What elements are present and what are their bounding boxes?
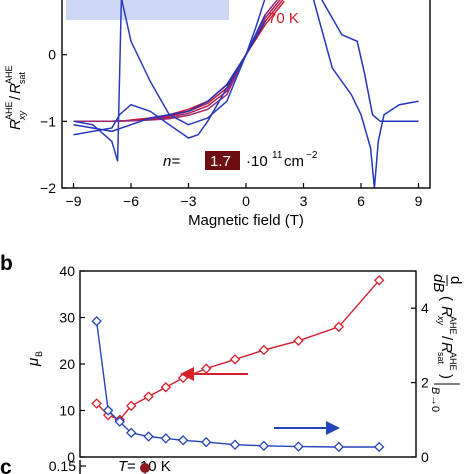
legend-band: [66, 0, 229, 20]
marker-b-1-11: [333, 441, 345, 453]
y-axis-label-left-b: μ B: [25, 351, 44, 367]
marker-b-0-5: [160, 382, 172, 393]
svg-text:B: B: [429, 387, 441, 394]
svg-text:dB: dB: [430, 274, 447, 292]
svg-text:→0: →0: [429, 395, 441, 412]
ytick-label-c: 0.15: [49, 458, 76, 474]
ytick-label-a-1: −1: [40, 113, 56, 129]
ylabel-mu-sub: B: [34, 351, 44, 357]
svg-text:R: R: [438, 342, 455, 353]
series-line-a-5: [73, 14, 266, 139]
marker-b-0-9: [258, 344, 270, 356]
ylabel-den: R: [7, 83, 24, 94]
density-box: [205, 151, 240, 170]
annotation-70k: 70 K: [268, 10, 299, 27]
density-value: 1.7: [210, 153, 231, 170]
marker-b-0-11: [333, 321, 345, 333]
svg-text:(: (: [438, 296, 455, 301]
marker-b-0-0: [91, 398, 102, 409]
annotation-t: T: [118, 458, 129, 474]
arrow-left-red: [180, 367, 248, 381]
marker-b-1-8: [229, 439, 241, 450]
marker-b-0-3: [126, 400, 137, 412]
svg-text:): ): [438, 374, 455, 379]
series-line-a-7: [321, 0, 419, 123]
svg-text:AHE: AHE: [448, 352, 458, 371]
ytick-label-right-b-1: 2: [421, 375, 429, 391]
series-line-a-6: [312, 0, 419, 189]
svg-text:xy: xy: [436, 315, 446, 326]
data-point-c: [140, 463, 150, 473]
series-line-a-4: [73, 0, 266, 162]
panel-label-c: c: [0, 456, 12, 474]
svg-text:d: d: [447, 276, 464, 284]
xtick-label-a-5: 6: [357, 193, 365, 209]
marker-b-1-12: [373, 441, 385, 453]
series-group-a: [73, 0, 419, 189]
marker-b-1-6: [177, 435, 189, 446]
ylabel-sup: AHE: [4, 101, 14, 120]
ytick-label-right-b-0: 0: [421, 449, 429, 465]
density-unit: ·10: [246, 153, 268, 170]
ticks-b: 0 10 20 30 40 0 2 4: [59, 263, 429, 465]
marker-b-0-8: [229, 354, 241, 365]
marker-b-0-7: [200, 363, 212, 374]
arrow-right-blue: [274, 421, 340, 435]
series-line-a-8: [73, 20, 266, 133]
svg-text:/: /: [7, 95, 24, 100]
density-unit2: cm: [284, 153, 304, 170]
xtick-label-a-0: −9: [66, 193, 82, 209]
marker-b-1-2: [114, 416, 125, 427]
marker-b-1-1: [102, 405, 114, 416]
ticks-a: −9 −6 −3 0 3 6 9 −2 −1 0: [40, 47, 423, 209]
ytick-label-a-2: 0: [48, 47, 56, 63]
marker-b-0-12: [373, 275, 385, 286]
marker-b-0-4: [143, 391, 154, 402]
panel-b: b 0 10 20 30 40 0 2 4 μ B d dB ( R AHE xy / R A…: [0, 252, 464, 465]
marker-b-1-10: [293, 441, 304, 452]
marker-b-1-9: [258, 440, 270, 452]
density-annotation: n= 1.7 ·10 11 cm −2: [163, 150, 318, 170]
y-axis-label-right-b: d dB ( R AHE xy / R AHE sat ) B →0: [429, 274, 464, 412]
svg-text:/: /: [438, 336, 455, 341]
xtick-label-a-1: −6: [123, 193, 139, 209]
svg-text:R: R: [438, 306, 455, 317]
density-exp: 11: [272, 150, 283, 161]
ylabel-r: R: [7, 119, 24, 130]
panel-label-b: b: [0, 252, 13, 275]
ylabel-mu: μ: [25, 358, 42, 367]
ylabel-den-sup: AHE: [4, 65, 14, 84]
marker-b-0-10: [293, 335, 304, 346]
marker-b-1-4: [143, 431, 154, 442]
svg-text:AHE: AHE: [448, 316, 458, 335]
ytick-label-left-b-1: 10: [59, 403, 75, 419]
marker-b-1-5: [160, 433, 172, 444]
marker-b-1-3: [126, 427, 137, 439]
ytick-label-a-0: −2: [40, 180, 56, 196]
panel-c: c 0.15 T = 10 K: [0, 456, 171, 474]
xtick-label-a-6: 9: [415, 193, 423, 209]
xtick-label-a-3: 0: [242, 193, 250, 209]
series-group-b: [91, 275, 385, 453]
xtick-label-a-2: −3: [181, 193, 197, 209]
ytick-label-left-b-2: 20: [59, 356, 75, 372]
series-line-b-0: [96, 279, 380, 421]
ytick-label-left-b-4: 40: [59, 263, 75, 279]
ytick-label-left-b-3: 30: [59, 310, 75, 326]
svg-text:sat: sat: [436, 352, 446, 365]
xtick-label-a-4: 3: [300, 193, 308, 209]
ylabel-den-sub: sat: [17, 71, 27, 84]
density-prefix: n=: [163, 153, 180, 170]
panel-a: −9 −6 −3 0 3 6 9 −2 −1 0 70 K n= 1.7 ·10 11 cm −2…: [4, 0, 431, 229]
ytick-label-left-b-0: 0: [67, 449, 75, 465]
ytick-label-right-b-2: 4: [421, 300, 429, 316]
x-axis-label-a: Magnetic field (T): [188, 212, 304, 229]
ylabel-sub: xy: [17, 111, 27, 122]
density-exp2: −2: [306, 150, 318, 161]
marker-b-1-0: [91, 316, 102, 327]
y-axis-label-a: R AHE xy / R AHE sat: [4, 65, 27, 130]
marker-b-1-7: [200, 436, 212, 448]
